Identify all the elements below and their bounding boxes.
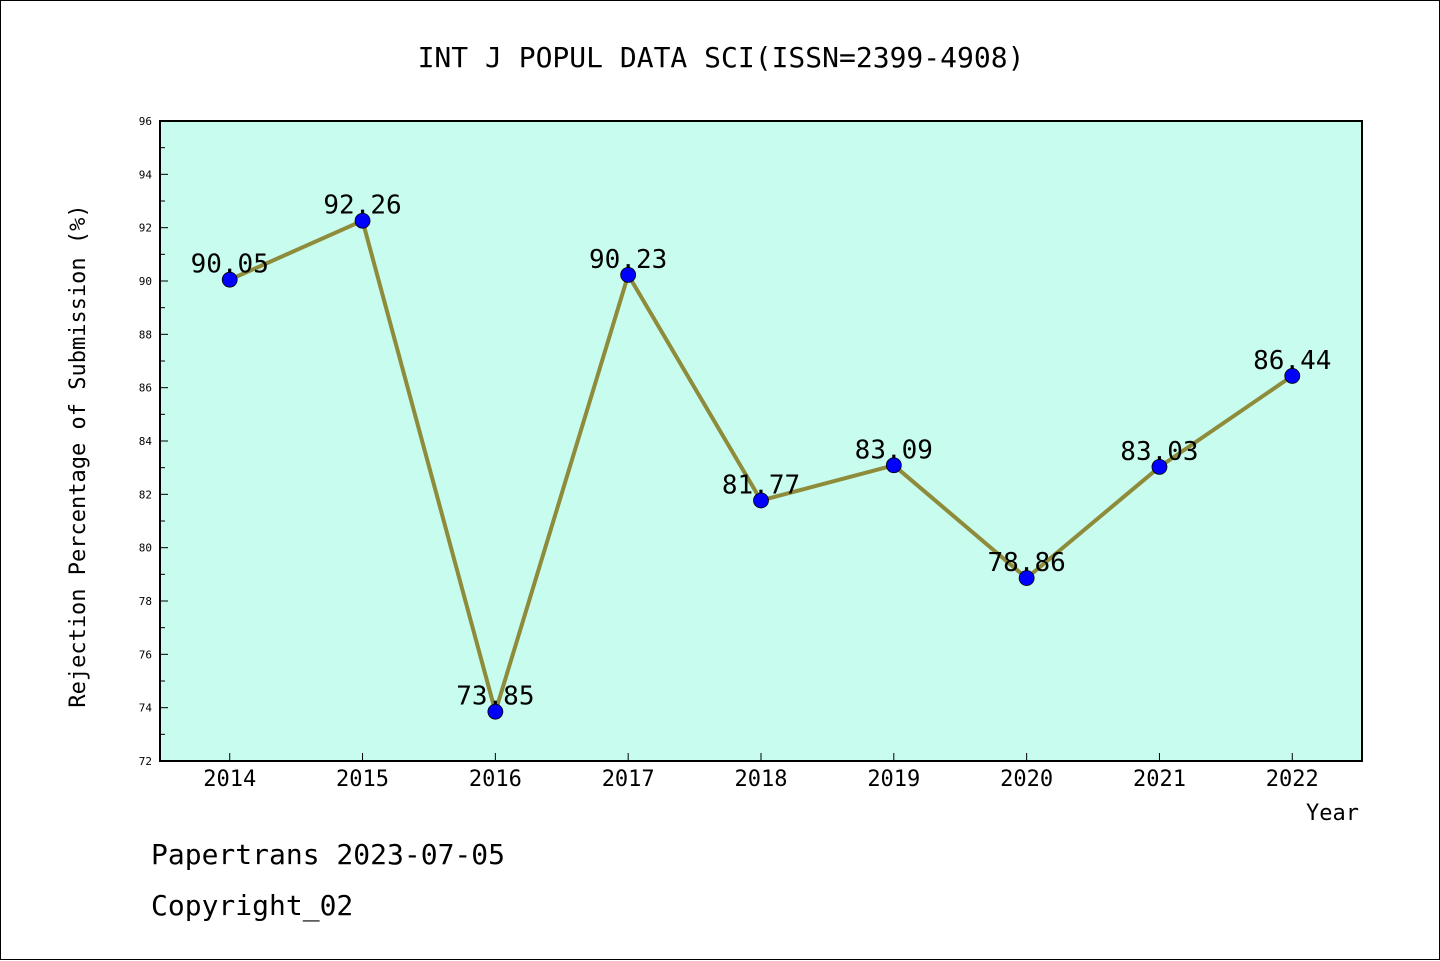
data-point [1151, 458, 1168, 475]
x-axis: 2014 2015 2016 2017 2018 2019 2020 2021 2022 [203, 753, 1319, 792]
data-label: 90.23 [589, 245, 667, 275]
x-tick-label: 2021 [1133, 767, 1186, 792]
data-point [885, 457, 902, 474]
y-tick-label: 82 [139, 488, 152, 501]
y-tick-label: 90 [139, 275, 152, 288]
y-tick-label: 86 [139, 382, 152, 395]
x-tick-label: 2014 [203, 767, 256, 792]
x-tick-label: 2016 [469, 767, 522, 792]
y-tick-label: 76 [139, 648, 152, 661]
data-point [354, 212, 371, 229]
x-tick-label: 2022 [1266, 767, 1319, 792]
data-label: 92.26 [323, 191, 401, 221]
y-tick-label: 80 [139, 542, 152, 555]
data-point [221, 271, 238, 288]
y-tick-label: 94 [139, 168, 153, 181]
y-tick-label: 92 [139, 222, 152, 235]
markers [221, 212, 1301, 720]
data-point [1284, 368, 1301, 384]
data-point [753, 492, 769, 509]
data-label: 73.85 [456, 682, 534, 712]
chart-title: INT J POPUL DATA SCI(ISSN=2399-4908) [418, 41, 1025, 74]
x-axis-label: Year [1306, 801, 1359, 826]
footer-copyright: Copyright_02 [151, 889, 353, 923]
data-label: 86.44 [1253, 346, 1331, 376]
x-tick-label: 2020 [1000, 767, 1053, 792]
data-label: 90.05 [191, 250, 269, 280]
y-axis-label: Rejection Percentage of Submission (%) [66, 204, 91, 707]
data-point [487, 703, 504, 720]
data-labels: 90.05 92.26 73.85 90.23 81.77 83.09 78.86 83.03… [191, 191, 1332, 712]
data-point [1018, 570, 1035, 586]
footer-date: Papertrans 2023-07-05 [151, 838, 505, 871]
x-tick-label: 2018 [735, 767, 788, 792]
x-tick-label: 2017 [602, 767, 655, 792]
data-label: 83.03 [1120, 437, 1198, 467]
y-tick-label: 96 [139, 115, 152, 128]
data-point [620, 266, 637, 283]
x-tick-label: 2015 [336, 767, 389, 792]
y-tick-label: 88 [139, 328, 152, 341]
x-tick-label: 2019 [867, 767, 920, 792]
y-tick-label: 78 [139, 595, 152, 608]
data-label: 83.09 [855, 435, 933, 465]
y-axis: 72 74 76 78 80 82 84 86 88 90 92 94 96 [139, 115, 168, 768]
data-label: 81.77 [722, 470, 800, 500]
y-tick-label: 84 [139, 435, 153, 448]
data-label: 78.86 [987, 548, 1065, 578]
y-tick-label: 72 [139, 755, 152, 768]
y-tick-label: 74 [139, 702, 153, 715]
